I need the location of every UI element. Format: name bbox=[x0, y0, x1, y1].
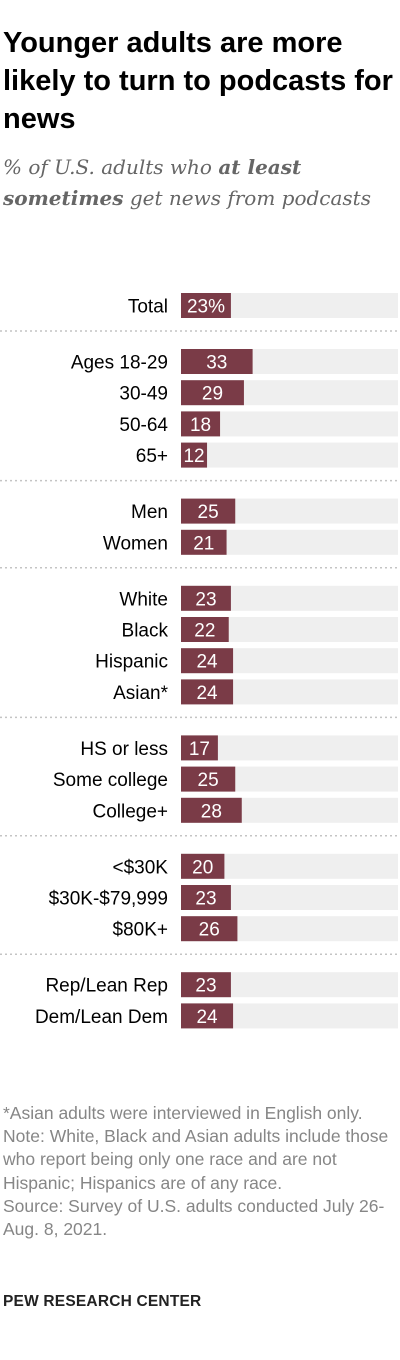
asterisk-note: *Asian adults were interviewed in Englis… bbox=[3, 1103, 363, 1123]
chart-title: Younger adults are more likely to turn t… bbox=[3, 27, 393, 135]
bar-track bbox=[181, 442, 398, 468]
source-note: Source: Survey of U.S. adults conducted … bbox=[3, 1195, 385, 1240]
bar-value-label: 24 bbox=[196, 683, 218, 704]
row-label: Asian* bbox=[113, 683, 169, 704]
bar bbox=[181, 585, 231, 611]
row-label: Some college bbox=[53, 770, 168, 791]
bar-value-label: 26 bbox=[199, 920, 220, 941]
row-label: Black bbox=[122, 621, 169, 642]
bar bbox=[181, 411, 221, 437]
bar bbox=[181, 1003, 234, 1029]
bar bbox=[181, 498, 236, 524]
bar-value-label: 23 bbox=[195, 976, 216, 997]
bar bbox=[181, 766, 236, 792]
bar-value-label: 28 bbox=[201, 801, 222, 822]
bar bbox=[181, 735, 218, 761]
bar-value-label: 21 bbox=[193, 533, 214, 554]
bar bbox=[181, 529, 227, 555]
bar-value-label: 24 bbox=[196, 1007, 218, 1028]
subtitle-emphasis: at least sometimes bbox=[3, 155, 302, 210]
row-label: Hispanic bbox=[95, 652, 168, 673]
bar bbox=[181, 617, 229, 642]
row-label: Rep/Lean Rep bbox=[45, 976, 168, 997]
row-label: HS or less bbox=[80, 739, 168, 760]
bar bbox=[181, 442, 208, 468]
subtitle-text-end: get news from podcasts bbox=[123, 186, 371, 210]
methodology-note: Note: White, Black and Asian adults incl… bbox=[3, 1126, 389, 1193]
row-label: <$30K bbox=[113, 857, 169, 878]
bar-value-label: 23% bbox=[187, 297, 225, 318]
bar-value-label: 29 bbox=[202, 384, 223, 405]
row-label: 30-49 bbox=[119, 384, 168, 405]
bar bbox=[181, 797, 242, 823]
row-label: White bbox=[119, 589, 168, 610]
footnotes: *Asian adults were interviewed in Englis… bbox=[3, 1102, 395, 1241]
bar-value-label: 22 bbox=[194, 621, 215, 642]
bar-value-label: 25 bbox=[198, 770, 219, 791]
chart-subtitle: % of U.S. adults who at least sometimes … bbox=[3, 152, 397, 214]
bar-value-label: 23 bbox=[195, 889, 216, 910]
bar-value-label: 20 bbox=[192, 857, 213, 878]
row-label: 50-64 bbox=[119, 415, 168, 436]
bar bbox=[181, 853, 225, 879]
bar bbox=[181, 972, 231, 998]
bar-value-label: 18 bbox=[190, 415, 211, 436]
bar-value-label: 23 bbox=[195, 589, 216, 610]
row-label: 65+ bbox=[136, 446, 168, 467]
row-label: $80K+ bbox=[113, 920, 168, 941]
bar-value-label: 33 bbox=[206, 353, 227, 374]
bar-chart: Total 23% Ages 18-29 33 30-49 29 50-64 18 65+ 12 M… bbox=[0, 293, 400, 1029]
bar bbox=[181, 380, 244, 406]
row-label: College+ bbox=[92, 801, 168, 822]
bar-value-label: 24 bbox=[196, 652, 218, 673]
row-label: $30K-$79,999 bbox=[49, 889, 168, 910]
row-label: Men bbox=[131, 502, 168, 523]
row-label: Women bbox=[103, 533, 168, 554]
bar bbox=[181, 293, 231, 318]
bar bbox=[181, 885, 231, 910]
row-label: Total bbox=[128, 297, 168, 318]
bar bbox=[181, 349, 253, 374]
bar-value-label: 17 bbox=[189, 739, 210, 760]
row-label: Ages 18-29 bbox=[71, 353, 168, 374]
bar-value-label: 25 bbox=[198, 502, 219, 523]
brand-logo-text: PEW RESEARCH CENTER bbox=[3, 1293, 202, 1310]
bar bbox=[181, 648, 234, 674]
bar bbox=[181, 679, 234, 705]
subtitle-text-start: % of U.S. adults who bbox=[3, 155, 219, 179]
bar-value-label: 12 bbox=[183, 446, 204, 467]
row-label: Dem/Lean Dem bbox=[35, 1007, 168, 1028]
bar bbox=[181, 916, 238, 942]
